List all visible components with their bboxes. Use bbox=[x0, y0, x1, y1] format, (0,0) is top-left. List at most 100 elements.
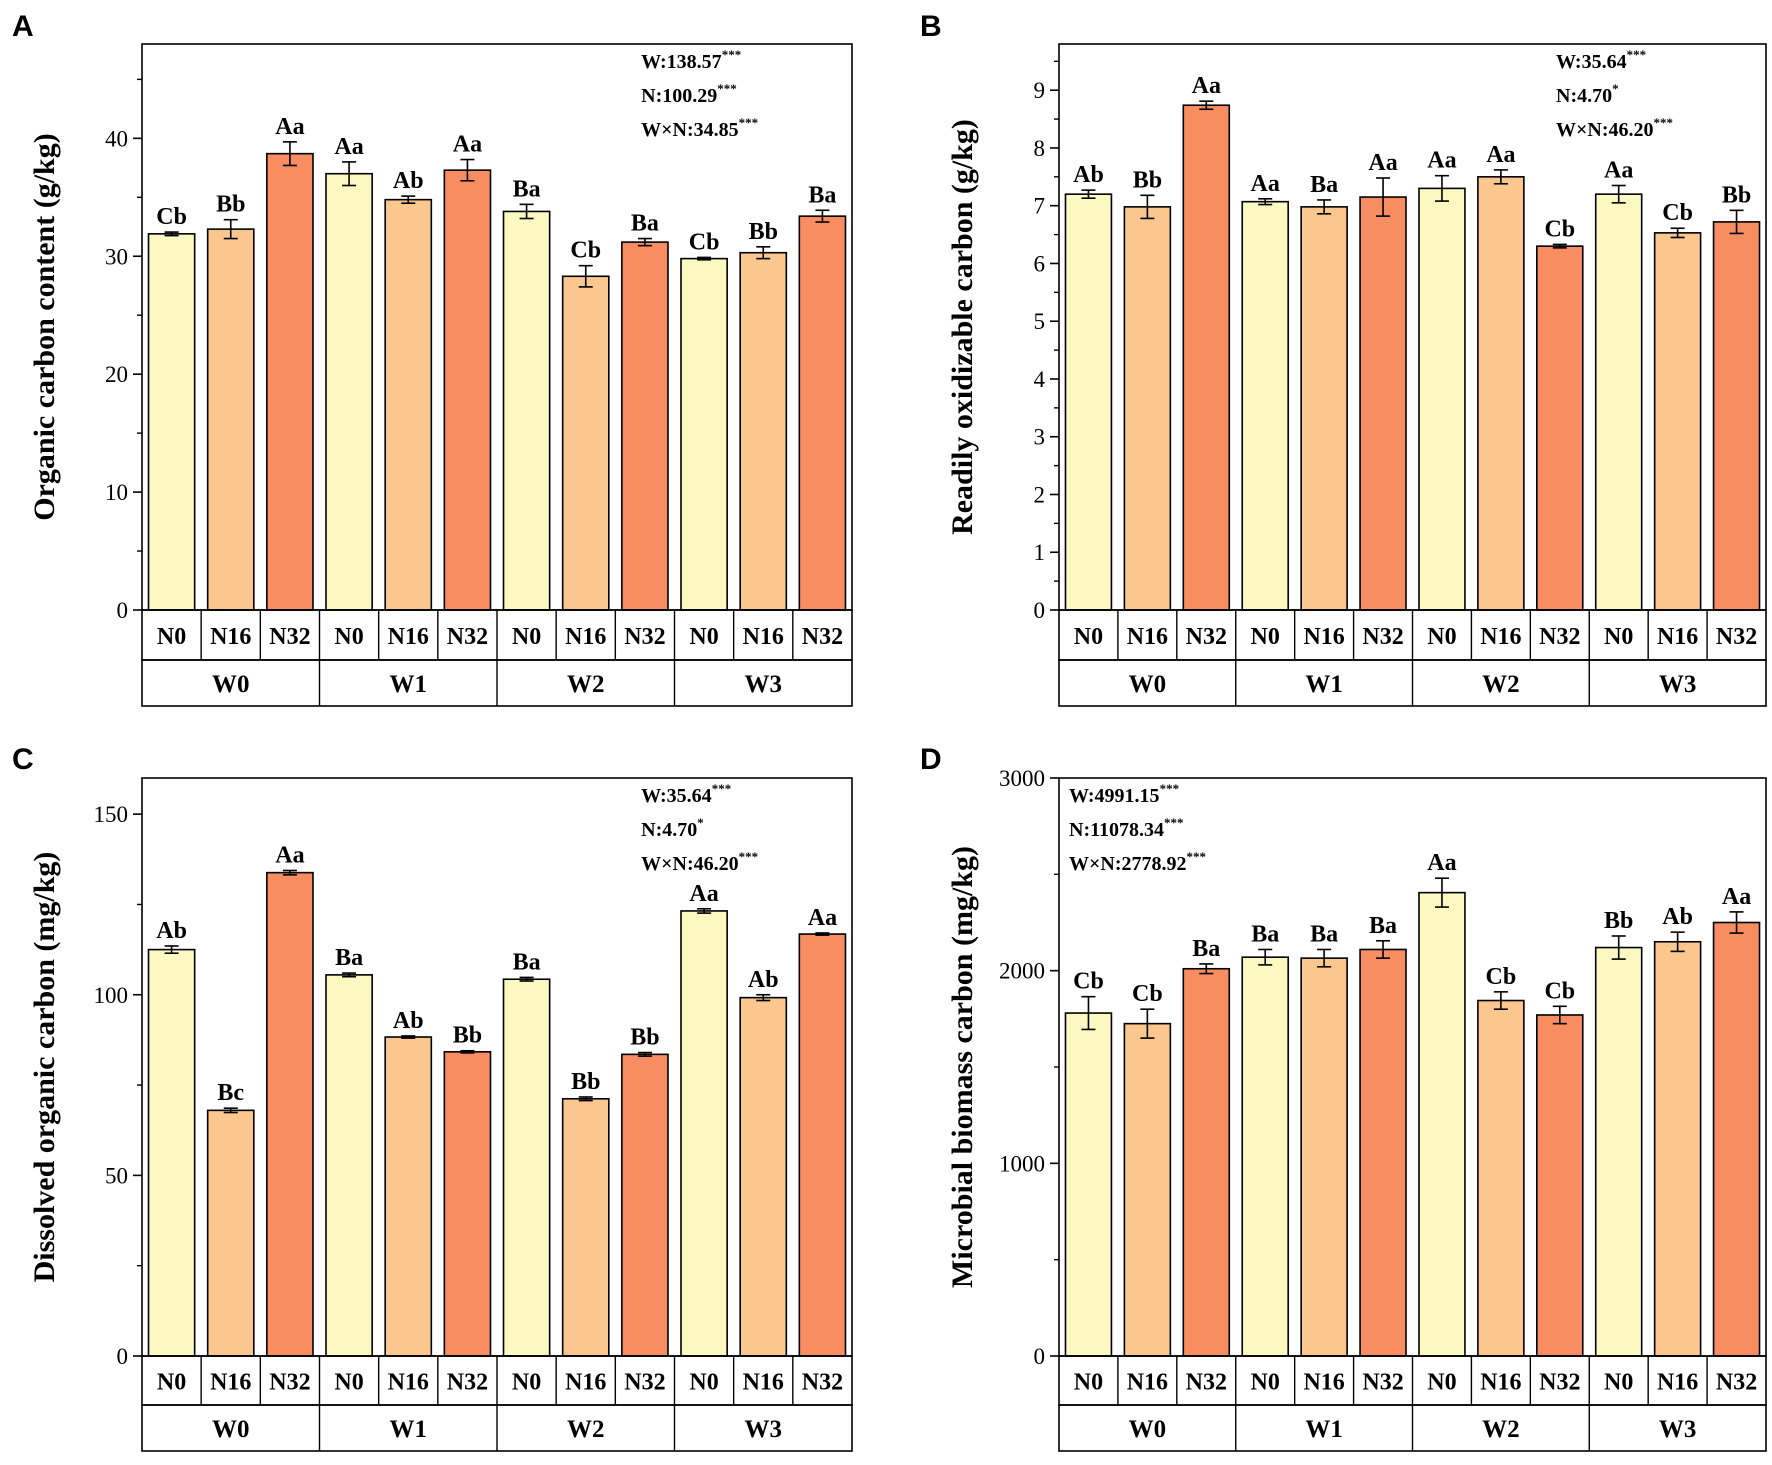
panel-a-bar-w0-n16 bbox=[206, 228, 255, 611]
panel-b-group-label: W2 bbox=[1482, 671, 1520, 698]
panel-b-y-tick-label: 5 bbox=[1034, 309, 1046, 334]
panel-a-category-label: N0 bbox=[334, 624, 363, 650]
panel-b-category-label: N0 bbox=[1074, 624, 1103, 650]
panel-c-category-label: N0 bbox=[157, 1370, 186, 1396]
panel-b-y-tick-label: 6 bbox=[1034, 251, 1046, 276]
panel-c-bar-w3-n16 bbox=[739, 996, 788, 1357]
panel-b-bar-w0-n16 bbox=[1123, 206, 1172, 611]
panel-c-category-label: N16 bbox=[210, 1370, 251, 1396]
panel-d-sig-label: Ba bbox=[1192, 936, 1220, 962]
panel-a-y-tick-label: 30 bbox=[105, 244, 128, 269]
panel-c-sig-label: Bb bbox=[453, 1023, 482, 1049]
panel-a-category-label: N32 bbox=[802, 624, 843, 650]
panel-b-category-label: N32 bbox=[1539, 624, 1580, 650]
panel-d-bar-w1-n0 bbox=[1241, 956, 1289, 1357]
panel-a-category-label: N16 bbox=[210, 624, 251, 650]
panel-c-bar-w2-n0 bbox=[502, 978, 551, 1357]
panel-b-category-label: N16 bbox=[1127, 624, 1168, 650]
panel-c-category-label: N32 bbox=[624, 1370, 665, 1396]
panel-b-bar-w0-n32 bbox=[1182, 104, 1231, 611]
panel-b-bar-w2-n0 bbox=[1418, 187, 1466, 611]
panel-b-sig-label: Bb bbox=[1133, 167, 1162, 193]
panel-c-letter: C bbox=[12, 743, 34, 776]
panel-b-group-label: W0 bbox=[1129, 671, 1167, 698]
panel-b-y-tick-label: 4 bbox=[1034, 367, 1046, 392]
panel-c-sig-label: Ba bbox=[513, 949, 541, 975]
panel-a-category-label: N0 bbox=[512, 624, 541, 650]
panel-c-category-label: N16 bbox=[743, 1370, 784, 1396]
panel-c-y-tick-label: 150 bbox=[94, 802, 129, 827]
panel-b-bar-w3-n16 bbox=[1653, 232, 1702, 611]
panel-c-bar-w3-n32 bbox=[798, 933, 847, 1357]
panel-c-stat-1: N:4.70* bbox=[641, 815, 704, 841]
panel-a-bar-w2-n32 bbox=[621, 241, 669, 611]
panel-b-stat-0: W:35.64*** bbox=[1556, 47, 1646, 73]
panel-b-sig-label: Aa bbox=[1486, 142, 1515, 168]
panel-c-category-label: N32 bbox=[447, 1370, 488, 1396]
panel-a-bar-w0-n0 bbox=[147, 233, 196, 611]
panel-c-category-label: N0 bbox=[334, 1370, 363, 1396]
panel-d-y-tick-label: 2000 bbox=[999, 959, 1045, 984]
panel-a-bar-w1-n32 bbox=[443, 169, 492, 611]
panel-a-category-label: N0 bbox=[157, 624, 186, 650]
panel-a-y-tick-label: 40 bbox=[105, 126, 128, 151]
panel-d-category-label: N0 bbox=[1074, 1370, 1103, 1396]
panel-d-y-tick-label: 0 bbox=[1034, 1344, 1046, 1369]
panel-a-group-label: W1 bbox=[390, 671, 428, 698]
panel-d-sig-label: Cb bbox=[1073, 969, 1104, 995]
panel-b-bar-w1-n0 bbox=[1241, 200, 1289, 611]
panel-a-bar-w2-n16 bbox=[561, 275, 610, 611]
panel-d-category-label: N16 bbox=[1657, 1370, 1698, 1396]
panel-a-bar-w3-n32 bbox=[798, 215, 847, 611]
panel-b-group-label: W3 bbox=[1659, 671, 1697, 698]
panel-a-sig-label: Aa bbox=[453, 132, 482, 158]
panel-a-y-tick-label: 0 bbox=[117, 598, 129, 623]
panel-d-stat-2: W×N:2778.92*** bbox=[1069, 849, 1206, 875]
panel-a-sig-label: Ba bbox=[631, 211, 659, 237]
panel-a-sig-label: Aa bbox=[275, 114, 304, 140]
panel-a-stat-2: W×N:34.85*** bbox=[641, 115, 758, 141]
panel-b-y-tick-label: 2 bbox=[1034, 482, 1046, 507]
panel-c-y-tick-label: 0 bbox=[117, 1344, 129, 1369]
panel-b-sig-label: Ab bbox=[1073, 162, 1104, 188]
panel-a-group-label: W3 bbox=[745, 671, 783, 698]
panel-d-sig-label: Aa bbox=[1427, 850, 1456, 876]
panel-a-category-label: N16 bbox=[743, 624, 784, 650]
panel-d-category-label: N32 bbox=[1716, 1370, 1757, 1396]
panel-b-group-label: W1 bbox=[1305, 671, 1343, 698]
panel-d-bar-w3-n0 bbox=[1594, 946, 1643, 1357]
panel-c-category-label: N16 bbox=[565, 1370, 606, 1396]
panel-d-bar-w1-n16 bbox=[1300, 957, 1348, 1357]
panel-b-y-tick-label: 1 bbox=[1034, 540, 1046, 565]
panel-b-sig-label: Cb bbox=[1544, 216, 1575, 242]
panel-d-bar-w1-n32 bbox=[1359, 948, 1407, 1357]
panel-b-sig-label: Aa bbox=[1368, 150, 1397, 176]
panel-c-sig-label: Bb bbox=[630, 1025, 659, 1051]
panel-c-group-label: W2 bbox=[567, 1416, 605, 1443]
panel-d-letter: D bbox=[920, 743, 942, 776]
panel-d-bar-w2-n32 bbox=[1536, 1014, 1584, 1357]
panel-a-sig-label: Cb bbox=[570, 238, 601, 264]
panel-d-y-tick-label: 1000 bbox=[999, 1151, 1045, 1176]
panel-d-bar-w0-n32 bbox=[1182, 967, 1231, 1357]
panel-b-bar-w0-n0 bbox=[1064, 193, 1113, 611]
panel-b-category-label: N0 bbox=[1251, 624, 1280, 650]
panel-a-sig-label: Cb bbox=[689, 229, 720, 255]
panel-d-group-label: W0 bbox=[1129, 1416, 1167, 1443]
panel-c-bar-w0-n32 bbox=[266, 871, 314, 1357]
panel-c-sig-label: Aa bbox=[808, 905, 837, 931]
panel-c-group-label: W3 bbox=[745, 1416, 783, 1443]
panel-d-group-label: W2 bbox=[1482, 1416, 1520, 1443]
panel-c-sig-label: Bc bbox=[217, 1080, 244, 1106]
panel-a-category-label: N32 bbox=[269, 624, 310, 650]
panel-d-y-tick-label: 3000 bbox=[999, 766, 1045, 791]
panel-b-sig-label: Ba bbox=[1310, 172, 1338, 198]
panel-c-category-label: N32 bbox=[269, 1370, 310, 1396]
panel-b-bar-w3-n0 bbox=[1594, 193, 1643, 611]
panel-d-category-label: N16 bbox=[1127, 1370, 1168, 1396]
panel-c-y-axis-label: Dissolved organic carbon (mg/kg) bbox=[28, 852, 61, 1283]
panel-d-sig-label: Ba bbox=[1310, 921, 1338, 947]
panel-d-category-label: N32 bbox=[1186, 1370, 1227, 1396]
panel-c-bar-w1-n32 bbox=[443, 1051, 492, 1357]
panel-d-sig-label: Cb bbox=[1544, 978, 1575, 1004]
